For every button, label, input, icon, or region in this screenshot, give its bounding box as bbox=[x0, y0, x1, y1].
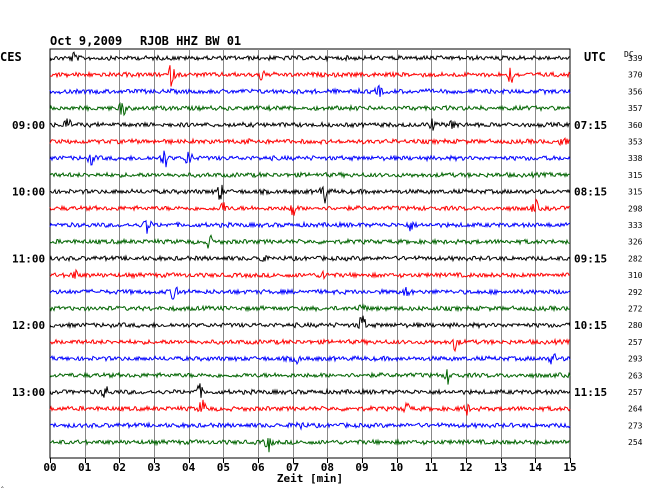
x-tick-label: 03 bbox=[147, 461, 160, 474]
dc-value-label: 280 bbox=[628, 321, 643, 330]
x-tick-label: 13 bbox=[494, 461, 507, 474]
left-hour-label: 11:00 bbox=[12, 252, 45, 265]
dc-value-label: 254 bbox=[628, 438, 643, 447]
x-tick-label: 07 bbox=[286, 461, 299, 474]
x-tick-label: 06 bbox=[251, 461, 265, 474]
dc-value-label: 272 bbox=[628, 305, 643, 314]
trace-row bbox=[49, 219, 571, 234]
dc-value-label: 353 bbox=[628, 138, 643, 147]
right-hour-label: 08:15 bbox=[574, 186, 607, 199]
trace-row bbox=[49, 383, 571, 398]
trace-row bbox=[49, 399, 571, 416]
left-hour-label: 12:00 bbox=[12, 319, 45, 332]
trace-row bbox=[49, 254, 571, 263]
trace-row bbox=[49, 438, 571, 453]
right-hour-label: 07:15 bbox=[574, 119, 607, 132]
right-hour-label: 10:15 bbox=[574, 319, 607, 332]
dc-value-label: 310 bbox=[628, 271, 643, 280]
dc-value-label: 315 bbox=[628, 188, 643, 197]
left-hour-label: 10:00 bbox=[12, 186, 45, 199]
trace-row bbox=[49, 286, 571, 300]
x-tick-label: 00 bbox=[43, 461, 56, 474]
dc-value-label: 370 bbox=[628, 71, 643, 80]
trace-row bbox=[49, 268, 571, 281]
x-tick-label: 04 bbox=[182, 461, 196, 474]
x-tick-label: 10 bbox=[390, 461, 403, 474]
dc-value-label: 326 bbox=[628, 238, 643, 247]
dc-value-label: 357 bbox=[628, 104, 643, 113]
dc-value-label: 273 bbox=[628, 421, 643, 430]
trace-row bbox=[49, 84, 571, 97]
header-date: Oct 9,2009 bbox=[50, 34, 123, 48]
x-tick-label: 14 bbox=[529, 461, 543, 474]
dc-value-label: 257 bbox=[628, 388, 643, 397]
trace-row bbox=[49, 170, 571, 179]
trace-row bbox=[49, 303, 571, 313]
time-axis: 00 01 02 03 04 05 06 07 08 09 10 11 12 13 14 15 Zeit [mi… bbox=[43, 458, 577, 485]
right-timezone-label: UTC bbox=[584, 50, 606, 64]
x-tick-label: 11 bbox=[425, 461, 439, 474]
trace-row bbox=[49, 51, 571, 63]
right-hour-label: 11:15 bbox=[574, 386, 607, 399]
x-tick-label: 09 bbox=[355, 461, 368, 474]
header-station: RJOB HHZ BW 01 bbox=[140, 34, 242, 48]
dc-column-label: DC bbox=[624, 50, 634, 59]
trace-row bbox=[49, 421, 571, 431]
dc-value-label: 292 bbox=[628, 288, 643, 297]
trace-row bbox=[49, 369, 571, 385]
trace-row bbox=[49, 101, 571, 117]
left-timezone-label: CES bbox=[0, 50, 22, 64]
trace-row bbox=[49, 184, 571, 204]
trace-row bbox=[49, 65, 571, 87]
x-tick-label: 12 bbox=[459, 461, 472, 474]
x-tick-label: 08 bbox=[321, 461, 334, 474]
plot-frame bbox=[49, 48, 571, 459]
dc-value-label: 339 bbox=[628, 54, 643, 63]
minute-gridlines bbox=[49, 48, 571, 459]
dc-value-label: 298 bbox=[628, 204, 643, 213]
trace-row bbox=[49, 315, 571, 330]
dc-value-label: 263 bbox=[628, 371, 643, 380]
corner-mark: ‸ bbox=[1, 479, 4, 488]
x-tick-label: 01 bbox=[78, 461, 92, 474]
trace-row bbox=[49, 353, 571, 366]
trace-row bbox=[49, 198, 571, 216]
trace-row bbox=[49, 137, 571, 147]
dc-value-label: 293 bbox=[628, 355, 643, 364]
trace-row bbox=[49, 150, 571, 168]
seismic-traces bbox=[49, 51, 571, 453]
x-axis-label: Zeit [min] bbox=[277, 472, 343, 485]
dc-value-label: 315 bbox=[628, 171, 643, 180]
x-tick-label: 05 bbox=[217, 461, 230, 474]
dc-value-label: 356 bbox=[628, 87, 643, 96]
x-tick-label: 15 bbox=[563, 461, 576, 474]
dc-value-label: 257 bbox=[628, 338, 643, 347]
trace-row bbox=[49, 118, 570, 131]
dc-value-label: 338 bbox=[628, 154, 643, 163]
row-labels: 339 370 356 357 360 353 338 315 315 298 333 326 282 3… bbox=[12, 54, 643, 447]
dc-value-label: 282 bbox=[628, 254, 643, 263]
left-hour-label: 09:00 bbox=[12, 119, 45, 132]
x-tick-label: 02 bbox=[113, 461, 126, 474]
dc-value-label: 360 bbox=[628, 121, 643, 130]
trace-row bbox=[49, 234, 571, 249]
dc-value-label: 333 bbox=[628, 221, 643, 230]
dc-value-label: 264 bbox=[628, 405, 643, 414]
right-hour-label: 09:15 bbox=[574, 252, 607, 265]
trace-row bbox=[49, 337, 571, 353]
left-hour-label: 13:00 bbox=[12, 386, 45, 399]
